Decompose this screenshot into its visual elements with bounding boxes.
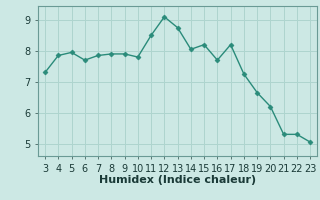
X-axis label: Humidex (Indice chaleur): Humidex (Indice chaleur) xyxy=(99,175,256,185)
